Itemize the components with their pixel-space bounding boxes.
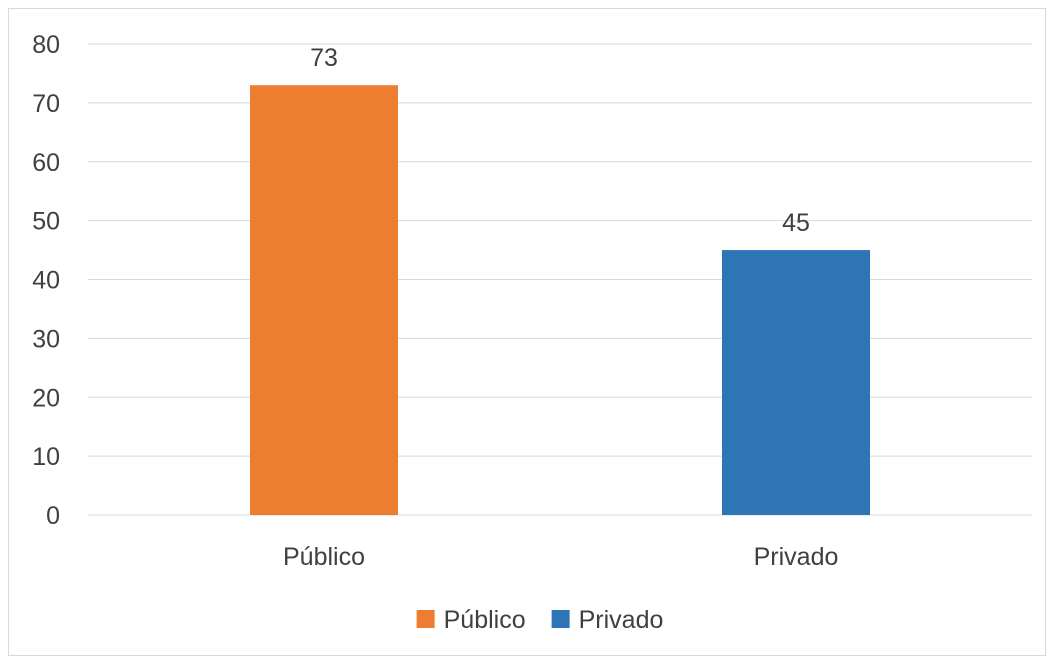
- y-tick-label: 20: [32, 384, 60, 412]
- y-tick-label: 40: [32, 267, 60, 295]
- legend-label-1: Privado: [579, 606, 664, 634]
- x-tick-label-1: Privado: [754, 543, 839, 571]
- data-label-0: 73: [310, 44, 338, 72]
- y-tick-label: 30: [32, 325, 60, 353]
- legend: Público Privado: [416, 606, 664, 634]
- x-axis-ticks: Público Privado: [283, 543, 838, 571]
- bars: [250, 85, 870, 516]
- y-tick-label: 0: [46, 502, 60, 530]
- legend-swatch-1: [551, 610, 570, 628]
- y-tick-label: 80: [32, 31, 60, 59]
- y-tick-label: 50: [32, 208, 60, 236]
- y-tick-label: 10: [32, 443, 60, 471]
- bar-0: [250, 85, 398, 516]
- y-tick-label: 60: [32, 149, 60, 177]
- x-tick-label-0: Público: [283, 543, 365, 571]
- bar-1: [722, 250, 870, 515]
- legend-label-0: Público: [444, 606, 526, 634]
- y-axis-ticks: 0 10 20 30 40 50 60 70 80: [32, 31, 60, 530]
- gridlines: [88, 43, 1032, 516]
- y-tick-label: 70: [32, 90, 60, 118]
- chart-frame: [8, 8, 1046, 656]
- legend-swatch-0: [416, 610, 435, 628]
- data-labels: 73 45: [310, 44, 810, 237]
- data-label-1: 45: [782, 209, 810, 237]
